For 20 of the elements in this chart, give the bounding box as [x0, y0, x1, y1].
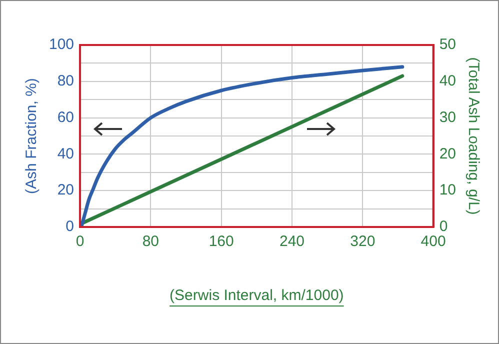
y-tick-label: 100 [48, 36, 74, 54]
y-axis-title: (Ash Fraction, %) [23, 78, 40, 194]
x-tick-label: 80 [142, 233, 160, 250]
y-tick-label: 20 [57, 182, 74, 199]
x-tick-label: 160 [208, 233, 234, 250]
y2-tick-label: 50 [439, 36, 456, 54]
y-tick-label: 0 [66, 218, 74, 236]
y2-tick-label: 20 [439, 145, 456, 162]
y2-axis-title: (Total Ash Loading, g/L) [464, 57, 482, 215]
y2-tick-label: 10 [439, 182, 456, 199]
x-tick-label: 320 [350, 233, 376, 250]
x-axis-title: (Serwis Interval, km/1000) [170, 287, 344, 304]
y-tick-label: 40 [57, 145, 74, 162]
y2-tick-label: 30 [439, 108, 456, 126]
y-tick-label: 80 [57, 72, 74, 90]
y-tick-label: 60 [57, 108, 74, 126]
y2-tick-label: 40 [439, 72, 456, 90]
x-tick-label: 400 [420, 233, 446, 250]
x-tick-label: 240 [279, 233, 305, 250]
y2-tick-label: 0 [439, 218, 448, 236]
